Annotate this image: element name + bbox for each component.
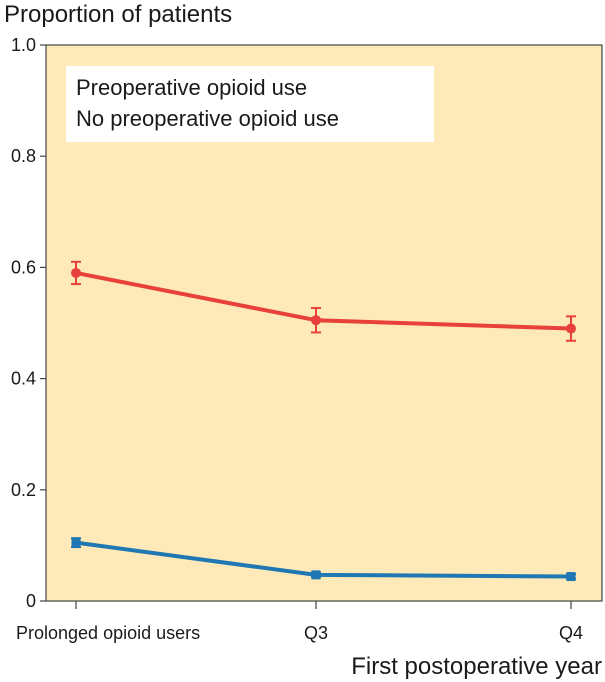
- x-axis-title: First postoperative year: [351, 653, 602, 680]
- data-point: [311, 570, 321, 580]
- x-tick-label: Q4: [559, 623, 583, 643]
- series-layer: [71, 260, 576, 582]
- data-point: [311, 315, 321, 326]
- y-tick-label: 0: [26, 591, 36, 611]
- x-tick-label: Prolonged opioid users: [16, 623, 200, 643]
- y-tick-label: 1.0: [11, 35, 36, 55]
- y-axis: 0 0.2 0.4 0.6 0.8 1.0: [11, 35, 46, 611]
- legend-item-no-preoperative: No preoperative opioid use: [76, 106, 339, 131]
- y-tick-label: 0.2: [11, 480, 36, 500]
- y-tick-label: 0.8: [11, 146, 36, 166]
- y-tick-label: 0.4: [11, 369, 36, 389]
- legend-item-preoperative: Preoperative opioid use: [76, 75, 307, 100]
- legend-box: [66, 66, 434, 142]
- x-tick-label: Q3: [304, 623, 328, 643]
- data-point: [566, 323, 576, 334]
- data-point: [71, 538, 81, 548]
- x-axis: Prolonged opioid users Q3 Q4: [16, 601, 583, 643]
- data-point: [566, 572, 576, 582]
- y-tick-label: 0.6: [11, 257, 36, 277]
- y-axis-title: Proportion of patients: [4, 1, 232, 28]
- data-point: [71, 267, 81, 278]
